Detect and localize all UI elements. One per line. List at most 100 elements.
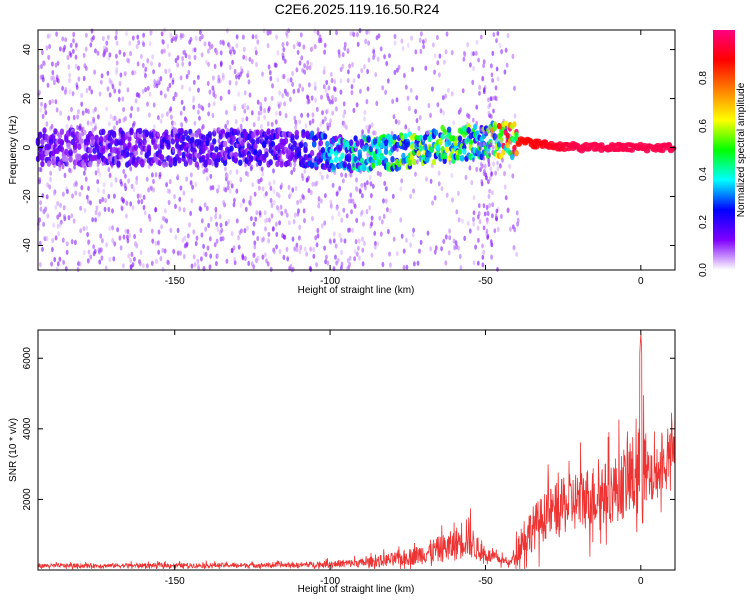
spectrogram-cell: [144, 66, 148, 72]
spectrogram-cell: [97, 249, 101, 255]
spectrogram-cell: [276, 205, 279, 211]
spectrogram-cell: [53, 162, 56, 168]
spectrogram-cell: [156, 131, 160, 137]
spectrogram-cell: [114, 35, 118, 41]
spectrogram-cell: [436, 60, 440, 66]
spectrogram-cell: [58, 165, 62, 172]
spectrogram-cell: [68, 156, 73, 163]
spectrogram-cell: [50, 123, 54, 129]
spectrogram-cell: [503, 69, 507, 75]
spectrogram-cell: [409, 154, 415, 161]
spectrogram-cell: [202, 243, 206, 249]
spectrogram-cell: [142, 194, 146, 200]
spectrogram-cell: [96, 179, 100, 185]
spectrogram-cell: [39, 107, 43, 113]
spectrogram-cell: [74, 54, 78, 60]
spectrogram-cell: [333, 169, 337, 176]
spectrogram-cell: [242, 198, 246, 204]
spectrogram-cell: [144, 87, 148, 93]
spectrogram-axes: -150 -100 -50 0 -40 -20 0 20 40: [22, 30, 675, 287]
spectrogram-cell: [322, 65, 326, 71]
spectrogram-cell: [188, 153, 193, 160]
spectrogram-cell: [303, 63, 306, 69]
spectrogram-cell: [343, 238, 347, 244]
spectrogram-cell: [474, 244, 477, 250]
spectrogram-cell: [281, 41, 285, 48]
spectrogram-cell: [58, 256, 62, 262]
spectrogram-cell: [124, 116, 127, 122]
spectrogram-cell: [82, 52, 86, 58]
spectrogram-cell: [59, 110, 62, 116]
spectrogram-cell: [160, 31, 164, 37]
spectrogram-cell: [419, 239, 423, 245]
spectrogram-cell: [378, 215, 382, 221]
spectrogram-cell: [205, 59, 208, 65]
spectrogram-cell: [267, 107, 270, 113]
spectrogram-cell: [240, 228, 243, 234]
spectrogram-cell: [139, 249, 143, 255]
spectrogram-cell: [392, 114, 396, 120]
spectrogram-cell: [221, 236, 225, 242]
spectrogram-cell: [349, 31, 353, 37]
spectrogram-cell: [440, 133, 445, 140]
spectrogram-cell: [192, 229, 196, 235]
spectrogram-cell: [504, 47, 508, 53]
spectrogram-cell: [266, 43, 270, 49]
spectrogram-cell: [500, 139, 503, 145]
spectrogram-cell: [200, 104, 204, 110]
spectrogram-cell: [303, 246, 307, 252]
spectrogram-cell: [153, 82, 157, 89]
spectrogram-x-label: Height of straight line (km): [298, 285, 415, 296]
spectrogram-cell: [72, 218, 76, 224]
spectrogram-cell: [200, 52, 204, 58]
spectrogram-cell: [180, 84, 184, 90]
spectrogram-cell: [316, 127, 320, 133]
spectrogram-cell: [220, 227, 224, 233]
spectrogram-cell: [56, 200, 60, 207]
spectrogram-cell: [303, 69, 306, 75]
spectrogram-cell: [72, 38, 75, 44]
spectrogram-cell: [486, 219, 489, 225]
spectrogram-cell: [63, 44, 67, 51]
spectrogram-cell: [207, 48, 210, 54]
spectrogram-cell: [54, 204, 58, 210]
spectrogram-cell: [483, 168, 486, 174]
spectrogram-cell: [286, 77, 290, 83]
spectrogram-cell: [379, 171, 382, 177]
spectrogram-cell: [107, 193, 111, 199]
spectrogram-cell: [211, 185, 215, 191]
spectrogram-cell: [125, 151, 130, 158]
spectrogram-cell: [109, 138, 115, 145]
spectrogram-cell: [353, 256, 356, 262]
spectrogram-cell: [122, 51, 126, 57]
spectrogram-cell: [325, 140, 330, 148]
spectrogram-cell: [89, 200, 92, 206]
spectrogram-cell: [250, 216, 253, 222]
spectrogram-cell: [302, 208, 306, 214]
spectrogram-cell: [173, 120, 177, 126]
spectrogram-cell: [118, 235, 122, 241]
spectrogram-cell: [219, 50, 223, 56]
spectrogram-cell: [436, 102, 440, 108]
spectrogram-cell: [38, 176, 42, 183]
snr-panel: -150 -100 -50 0 2000 4000 6000 Height of strai…: [8, 329, 676, 595]
spectrogram-cell: [436, 144, 441, 151]
spectrogram-cell: [491, 202, 494, 208]
spectrogram-cell: [244, 55, 248, 61]
spectrogram-cell: [348, 261, 352, 268]
spectrogram-cell: [489, 96, 493, 102]
spectrogram-cell: [442, 152, 447, 160]
spectrogram-cell: [342, 113, 345, 119]
spectrogram-cell: [300, 55, 304, 61]
spectrogram-cell: [320, 94, 323, 100]
spectrogram-cell: [317, 203, 321, 209]
spectrogram-cell: [117, 88, 121, 94]
spectrogram-cell: [229, 169, 232, 175]
spectrogram-cell: [265, 217, 269, 223]
spectrogram-cell: [401, 45, 405, 51]
spectrogram-cell: [159, 154, 165, 161]
spectrogram-cell: [189, 36, 193, 42]
spectrogram-cell: [268, 159, 273, 166]
spectrogram-cell: [255, 210, 259, 216]
spectrogram-cell: [353, 203, 357, 209]
